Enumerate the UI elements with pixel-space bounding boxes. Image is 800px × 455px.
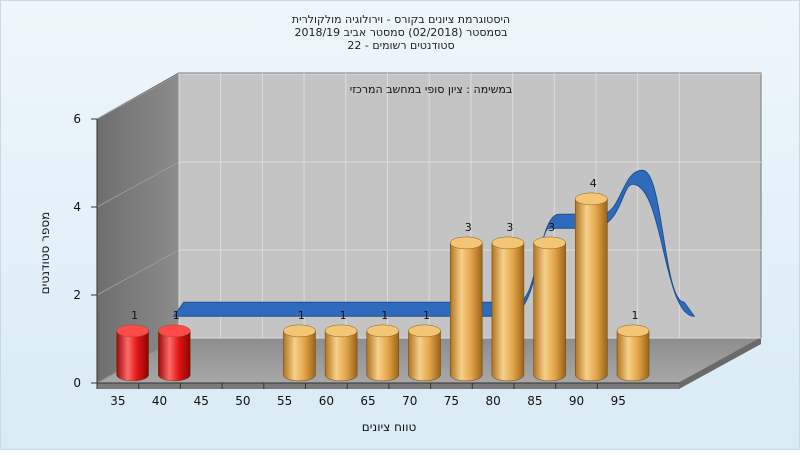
bar-top bbox=[116, 324, 149, 338]
x-tick-label: 95 bbox=[611, 394, 626, 408]
bar-value-label: 3 bbox=[506, 221, 513, 234]
bar-90 bbox=[575, 192, 608, 382]
bar-35 bbox=[116, 324, 149, 382]
y-tick-label: 6 bbox=[73, 112, 81, 126]
bar-value-label: 1 bbox=[131, 309, 138, 322]
y-tick-label: 4 bbox=[73, 200, 81, 214]
bar-85 bbox=[533, 236, 566, 382]
bar-top bbox=[324, 324, 358, 338]
bar-55 bbox=[283, 324, 316, 382]
bar-70 bbox=[408, 324, 441, 382]
x-tick-label: 70 bbox=[402, 394, 417, 408]
x-tick-label: 65 bbox=[360, 394, 375, 408]
bar-body bbox=[366, 330, 400, 382]
bar-top bbox=[366, 324, 400, 338]
bar-top bbox=[158, 324, 191, 338]
y-gridline-side bbox=[96, 73, 180, 120]
x-tick-label: 60 bbox=[319, 394, 334, 408]
bar-body bbox=[575, 198, 608, 382]
bar-body bbox=[449, 242, 483, 382]
bars bbox=[116, 192, 650, 382]
bar-body bbox=[491, 242, 525, 382]
data-labels: 1 1 1 1 1 1 3 3 3 4 1 bbox=[131, 177, 638, 322]
chart-title-line-3: סטודנטים רשומים - 22 bbox=[347, 39, 454, 52]
bar-top bbox=[491, 236, 525, 250]
x-tick-label: 80 bbox=[486, 394, 501, 408]
bar-value-label: 3 bbox=[465, 221, 472, 234]
x-tick-label: 40 bbox=[152, 394, 167, 408]
bar-top bbox=[575, 192, 608, 206]
bar-value-label: 3 bbox=[548, 221, 555, 234]
bar-body bbox=[616, 330, 650, 382]
bar-top bbox=[408, 324, 441, 338]
bar-value-label: 1 bbox=[298, 309, 305, 322]
bar-body bbox=[158, 330, 191, 382]
bar-body bbox=[283, 330, 316, 382]
x-tick-label: 50 bbox=[235, 394, 250, 408]
x-axis-label: טווח ציונים bbox=[362, 420, 417, 434]
y-gridline-side bbox=[96, 249, 180, 296]
floor-edge bbox=[97, 383, 679, 389]
bar-top bbox=[533, 236, 566, 250]
x-tick-label: 90 bbox=[569, 394, 584, 408]
bar-40 bbox=[158, 324, 191, 382]
bar-60 bbox=[324, 324, 358, 382]
y-tick-label: 2 bbox=[73, 288, 81, 302]
bar-value-label: 1 bbox=[632, 309, 639, 322]
bar-body bbox=[116, 330, 149, 382]
bar-body bbox=[408, 330, 441, 382]
bar-body bbox=[324, 330, 358, 382]
bar-80 bbox=[491, 236, 525, 382]
bar-top bbox=[449, 236, 483, 250]
chart-subtitle: במשימה : ציון סופי במחשב המרכזי bbox=[350, 83, 513, 96]
bar-top bbox=[616, 324, 650, 338]
tick-labels: 0 2 4 6 35 40 45 50 55 60 65 70 75 80 85 90 95 bbox=[73, 112, 626, 408]
chart-title-line-2: בסמסטר (02/2018) סמסטר אביב 2018/19 bbox=[294, 26, 507, 39]
x-tick-label: 55 bbox=[277, 394, 292, 408]
bar-95 bbox=[616, 324, 650, 382]
y-axis-label: מספר סטודנטים bbox=[38, 212, 52, 295]
bar-65 bbox=[366, 324, 400, 382]
bar-value-label: 1 bbox=[340, 309, 347, 322]
bar-75 bbox=[449, 236, 483, 382]
y-tick-label: 0 bbox=[73, 376, 81, 390]
axes bbox=[96, 119, 679, 384]
bar-value-label: 1 bbox=[381, 309, 388, 322]
title-block: היסטוגרמת ציונים בקורס - וירולוגיה מולקו… bbox=[292, 13, 510, 52]
bar-value-label: 1 bbox=[423, 309, 430, 322]
x-tick-label: 35 bbox=[110, 394, 125, 408]
gridlines bbox=[96, 73, 761, 384]
bar-body bbox=[533, 242, 566, 382]
chart-title-line-1: היסטוגרמת ציונים בקורס - וירולוגיה מולקו… bbox=[292, 13, 510, 26]
x-tick-label: 85 bbox=[527, 394, 542, 408]
bar-top bbox=[283, 324, 316, 338]
x-tick-label: 45 bbox=[194, 394, 209, 408]
bar-value-label: 1 bbox=[173, 309, 180, 322]
floor-side-edge bbox=[679, 338, 761, 389]
y-gridline-side bbox=[96, 161, 180, 208]
x-tick-label: 75 bbox=[444, 394, 459, 408]
bar-value-label: 4 bbox=[590, 177, 597, 190]
